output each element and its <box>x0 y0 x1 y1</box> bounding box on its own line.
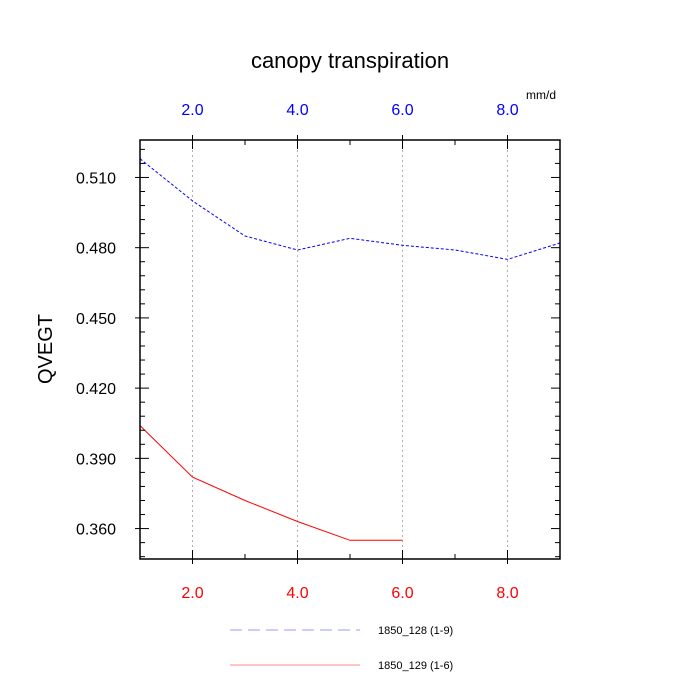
y-tick-label: 0.450 <box>76 311 116 328</box>
x-tick-label-bottom: 4.0 <box>286 585 308 602</box>
legend-label-2: 1850_129 (1-6) <box>378 660 453 672</box>
x-tick-label-bottom: 6.0 <box>391 585 413 602</box>
y-tick-label: 0.480 <box>76 241 116 258</box>
x-tick-label-top: 6.0 <box>391 102 413 119</box>
series-line-1 <box>139 158 561 260</box>
legend-label-1: 1850_128 (1-9) <box>378 625 453 637</box>
plot-frame <box>139 139 561 560</box>
chart-title: canopy transpiration <box>251 48 449 73</box>
x-tick-label-top: 8.0 <box>496 102 518 119</box>
y-tick-label: 0.360 <box>76 522 116 539</box>
tick-layer <box>135 135 561 564</box>
y-tick-label: 0.390 <box>76 451 116 468</box>
x-tick-label-top: 4.0 <box>286 102 308 119</box>
x-tick-label-top: 2.0 <box>181 102 203 119</box>
grid-layer <box>192 140 508 559</box>
legend: 1850_128 (1-9) 1850_129 (1-6) <box>230 625 453 672</box>
y-tick-label: 0.420 <box>76 381 116 398</box>
x-tick-label-bottom: 8.0 <box>496 585 518 602</box>
y-tick-label: 0.510 <box>76 170 116 187</box>
series-line-2 <box>139 425 403 541</box>
x-tick-label-bottom: 2.0 <box>181 585 203 602</box>
y-axis-label: QVEGT <box>35 314 57 384</box>
series-layer <box>139 158 561 541</box>
units-label: mm/d <box>526 88 556 102</box>
label-layer: 2.0 2.0 4.0 4.0 6.0 6.0 8.0 8.0 0.360 0.390 0.420 0… <box>76 102 519 602</box>
